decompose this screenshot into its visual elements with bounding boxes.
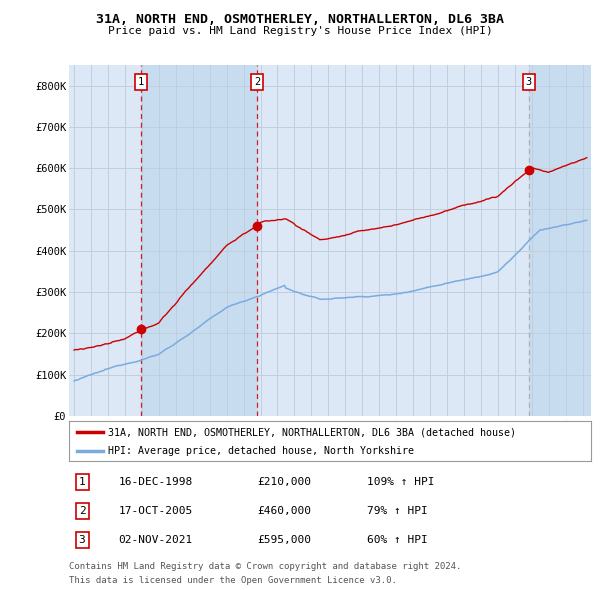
Text: 1: 1 (79, 477, 85, 487)
Text: 02-NOV-2021: 02-NOV-2021 (119, 535, 193, 545)
Text: 60% ↑ HPI: 60% ↑ HPI (367, 535, 427, 545)
Text: 2: 2 (79, 506, 85, 516)
Text: £460,000: £460,000 (257, 506, 311, 516)
Text: Price paid vs. HM Land Registry's House Price Index (HPI): Price paid vs. HM Land Registry's House … (107, 26, 493, 36)
Text: 1: 1 (138, 77, 145, 87)
Bar (141, 65, 257, 416)
Text: 31A, NORTH END, OSMOTHERLEY, NORTHALLERTON, DL6 3BA (detached house): 31A, NORTH END, OSMOTHERLEY, NORTHALLERT… (108, 427, 516, 437)
Text: £595,000: £595,000 (257, 535, 311, 545)
Bar (529, 65, 591, 416)
Text: 109% ↑ HPI: 109% ↑ HPI (367, 477, 434, 487)
Text: 79% ↑ HPI: 79% ↑ HPI (367, 506, 427, 516)
Text: £210,000: £210,000 (257, 477, 311, 487)
Text: HPI: Average price, detached house, North Yorkshire: HPI: Average price, detached house, Nort… (108, 445, 414, 455)
Text: 3: 3 (79, 535, 85, 545)
Text: 3: 3 (526, 77, 532, 87)
Text: 31A, NORTH END, OSMOTHERLEY, NORTHALLERTON, DL6 3BA: 31A, NORTH END, OSMOTHERLEY, NORTHALLERT… (96, 13, 504, 26)
Text: 16-DEC-1998: 16-DEC-1998 (119, 477, 193, 487)
Text: 17-OCT-2005: 17-OCT-2005 (119, 506, 193, 516)
Text: This data is licensed under the Open Government Licence v3.0.: This data is licensed under the Open Gov… (69, 576, 397, 585)
Text: 2: 2 (254, 77, 260, 87)
Text: Contains HM Land Registry data © Crown copyright and database right 2024.: Contains HM Land Registry data © Crown c… (69, 562, 461, 571)
